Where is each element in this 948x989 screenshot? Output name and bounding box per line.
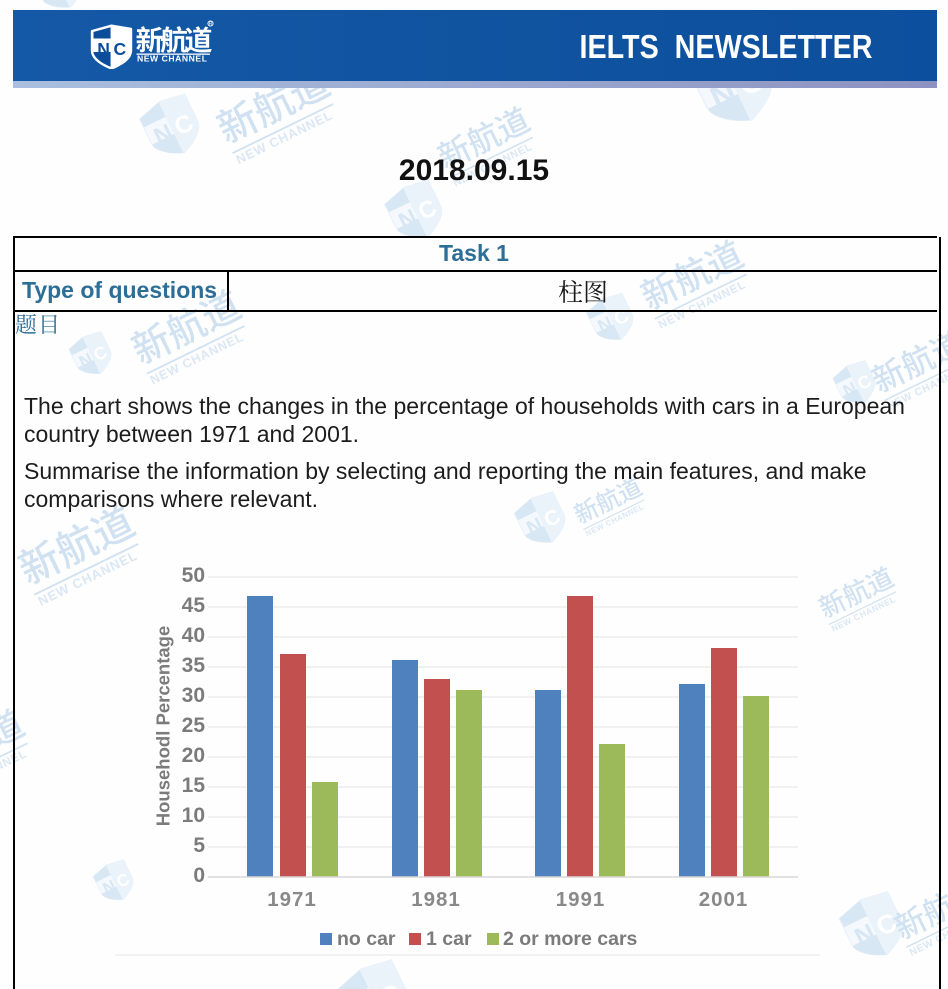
svg-text:5: 5	[193, 834, 205, 857]
svg-text:0: 0	[193, 864, 205, 887]
svg-text:50: 50	[182, 564, 205, 587]
svg-text:1991: 1991	[556, 888, 606, 911]
svg-text:2001: 2001	[699, 888, 749, 911]
svg-text:25: 25	[182, 714, 206, 737]
svg-text:no car: no car	[337, 928, 396, 950]
svg-text:20: 20	[182, 744, 205, 767]
svg-text:45: 45	[182, 594, 206, 617]
svg-text:15: 15	[182, 774, 206, 797]
svg-text:Househodl Percentage: Househodl Percentage	[153, 626, 174, 826]
svg-text:40: 40	[182, 624, 205, 647]
svg-text:2 or more cars: 2 or more cars	[503, 928, 638, 950]
svg-text:1 car: 1 car	[426, 928, 472, 950]
svg-text:1981: 1981	[411, 888, 461, 911]
svg-text:10: 10	[182, 804, 205, 827]
svg-text:30: 30	[182, 684, 205, 707]
svg-text:35: 35	[182, 654, 206, 677]
svg-text:1971: 1971	[267, 888, 317, 911]
